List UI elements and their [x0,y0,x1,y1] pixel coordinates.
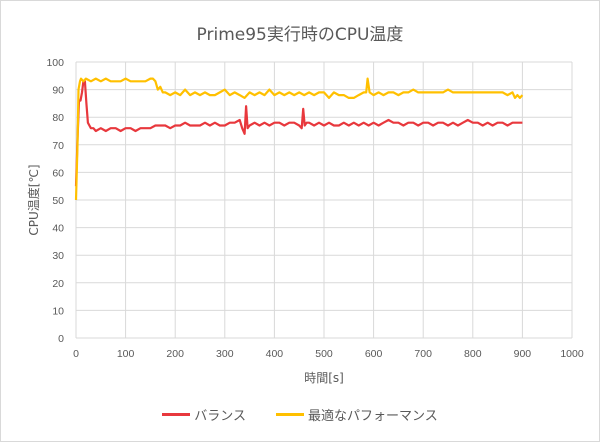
x-axis-title: 時間[s] [304,371,344,385]
x-tick-label: 100 [117,348,135,360]
x-tick-label: 800 [464,348,482,360]
y-tick-label: 10 [52,305,64,317]
legend-swatch-performance [276,413,304,416]
legend: バランス 最適なパフォーマンス [0,405,600,424]
y-tick-label: 60 [52,167,64,179]
x-tick-label: 200 [166,348,184,360]
legend-label-balance: バランス [194,409,246,424]
y-axis-ticks: 0 10 20 30 40 50 60 70 80 90 100 [46,57,64,345]
x-tick-label: 0 [73,348,79,360]
y-tick-label: 20 [52,278,64,290]
y-tick-label: 90 [52,85,64,97]
series-line-1 [74,77,524,201]
legend-label-performance: 最適なパフォーマンス [308,409,438,424]
series-lines [74,77,524,201]
series-line-0 [74,80,523,187]
x-tick-label: 1000 [560,348,584,360]
legend-swatch-balance [162,413,191,416]
y-axis-title: CPU温度[℃] [26,164,41,235]
legend-item-performance: 最適なパフォーマンス [276,405,438,424]
x-tick-label: 500 [315,348,333,360]
y-tick-label: 30 [52,250,64,262]
x-tick-label: 700 [414,348,432,360]
x-tick-label: 400 [266,348,284,360]
y-tick-label: 40 [52,223,64,235]
y-tick-label: 50 [52,195,64,207]
x-tick-label: 900 [514,348,532,360]
x-tick-label: 600 [365,348,383,360]
x-tick-label: 300 [216,348,234,360]
y-tick-label: 100 [46,57,64,69]
y-tick-label: 0 [58,333,64,345]
chart-title: Prime95実行時のCPU温度 [196,25,404,45]
grid-lines [75,61,573,339]
x-axis-ticks: 0 100 200 300 400 500 600 700 800 900 1000 [73,348,584,360]
legend-item-balance: バランス [162,405,246,424]
y-tick-label: 80 [52,112,64,124]
y-tick-label: 70 [52,140,64,152]
